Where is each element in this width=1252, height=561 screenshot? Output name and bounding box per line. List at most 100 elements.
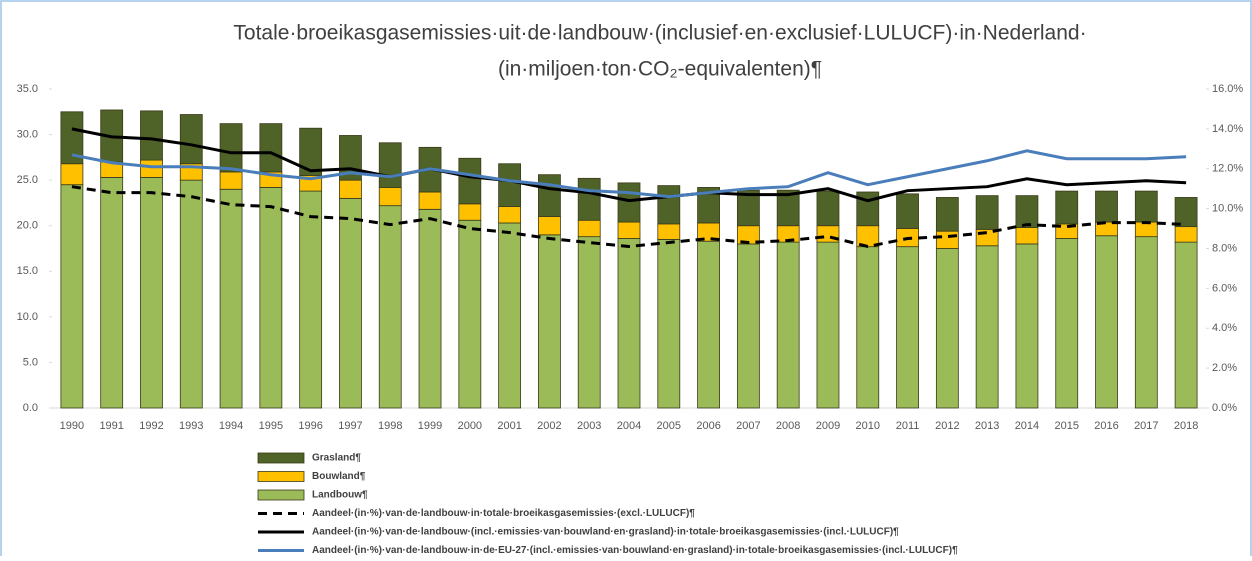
bar-segment <box>140 177 163 409</box>
y2-tick-label: 2.0% <box>1212 362 1237 374</box>
bar-segment <box>538 234 561 409</box>
bar-segment <box>1174 226 1198 243</box>
bar-segment <box>219 123 243 173</box>
x-tick-label: 1992 <box>139 420 163 432</box>
y-tick-label: 15.0 <box>17 265 38 277</box>
x-tick-label: 2002 <box>537 420 561 432</box>
bar-segment <box>577 219 601 238</box>
bar-segment <box>60 163 84 186</box>
chart-title: Totale·broeikasgasemissies·uit·de·landbo… <box>233 22 1086 45</box>
bar-segment <box>1174 197 1198 228</box>
x-tick-label: 1998 <box>378 420 402 432</box>
y2-tick-label: 14.0% <box>1212 123 1243 135</box>
bar-segment <box>935 230 959 249</box>
bar-segment <box>856 246 880 409</box>
bar-segment <box>896 246 919 409</box>
bar-segment <box>816 190 840 227</box>
legend-label: Aandeel·(in·%)·van·de·landbouw·in·totale… <box>312 508 695 519</box>
bar-segment <box>339 197 362 409</box>
x-tick-label: 1997 <box>338 420 362 432</box>
y2-tick-label: 12.0% <box>1212 163 1243 175</box>
x-tick-label: 2008 <box>776 420 800 432</box>
bar-segment <box>418 208 442 409</box>
x-tick-label: 1994 <box>219 420 243 432</box>
y-tick-label: 10.0 <box>17 311 38 323</box>
bar-segment <box>378 187 402 207</box>
bar-segment <box>896 193 919 229</box>
bar-segment <box>498 206 522 224</box>
legend-swatch <box>257 471 305 482</box>
y-tick-label: 25.0 <box>17 174 38 186</box>
legend-swatch <box>257 452 305 464</box>
bar-segment <box>617 238 641 409</box>
line <box>71 127 1187 203</box>
bar-segment <box>1055 238 1079 409</box>
legend-swatch <box>257 489 305 501</box>
x-tick-label: 1990 <box>60 420 84 432</box>
bar-segment <box>538 216 561 236</box>
bar-segment <box>259 123 283 173</box>
bar-segment <box>657 185 681 225</box>
y-tick-label: 5.0 <box>23 356 38 368</box>
bar-segment <box>219 171 243 190</box>
legend-label: Aandeel·(in·%)·van·de·landbouw·in·de·EU-… <box>312 545 958 556</box>
y2-tick-label: 4.0% <box>1212 322 1237 334</box>
line <box>71 149 1187 199</box>
y2-tick-label: 16.0% <box>1212 83 1243 95</box>
bar-segment <box>975 245 999 409</box>
legend-label: Bouwland¶ <box>312 471 366 482</box>
y-tick-label: 0.0 <box>23 402 38 414</box>
bar-segment <box>776 241 800 409</box>
bar-segment <box>299 127 323 176</box>
bar-segment <box>657 223 681 240</box>
x-tick-label: 2000 <box>458 420 482 432</box>
bar-segment <box>617 182 641 223</box>
bar-segment <box>259 187 283 409</box>
bar-segment <box>378 205 402 409</box>
x-tick-label: 2004 <box>617 420 641 432</box>
bar-segment <box>1095 190 1118 223</box>
x-tick-label: 2013 <box>975 420 999 432</box>
bar-segment <box>140 159 163 178</box>
x-tick-label: 1991 <box>99 420 123 432</box>
y2-tick-label: 10.0% <box>1212 203 1243 215</box>
bar-segment <box>458 157 482 205</box>
y-tick-label: 35.0 <box>17 83 38 95</box>
bar-segment <box>736 243 760 409</box>
bar-segment <box>1174 241 1198 409</box>
bar-segment <box>1015 195 1039 228</box>
bar-segment <box>179 179 203 409</box>
x-tick-label: 1996 <box>298 420 322 432</box>
x-tick-label: 2018 <box>1174 420 1198 432</box>
legend-label: Aandeel·(in·%)·van·de·landbouw·(incl.·em… <box>312 527 899 538</box>
bar-segment <box>1015 227 1039 245</box>
bar-segment <box>498 222 522 409</box>
bar-segment <box>577 177 601 221</box>
line <box>71 185 1187 249</box>
x-tick-label: 2006 <box>696 420 720 432</box>
x-tick-label: 2011 <box>896 420 920 432</box>
y-tick-label: 20.0 <box>17 220 38 232</box>
bar-segment <box>538 174 561 217</box>
x-tick-label: 2014 <box>1015 420 1039 432</box>
bar-segment <box>1055 190 1079 225</box>
bar-segment <box>140 110 163 161</box>
bar-segment <box>418 191 442 210</box>
bar-segment <box>617 221 641 239</box>
bar-segment <box>378 142 402 188</box>
x-tick-label: 1999 <box>418 420 442 432</box>
bar-segment <box>219 188 243 409</box>
bar-segment <box>935 197 959 232</box>
legend-label: Grasland¶ <box>312 453 361 464</box>
bar-segment <box>697 240 720 409</box>
x-tick-label: 2001 <box>497 420 521 432</box>
bar-segment <box>498 163 522 207</box>
bar-segment <box>100 177 124 409</box>
bar-segment <box>1134 221 1158 238</box>
bar-segment <box>816 241 840 409</box>
bar-segment <box>1134 190 1158 223</box>
bar-segment <box>1015 243 1039 409</box>
x-tick-label: 2003 <box>577 420 601 432</box>
